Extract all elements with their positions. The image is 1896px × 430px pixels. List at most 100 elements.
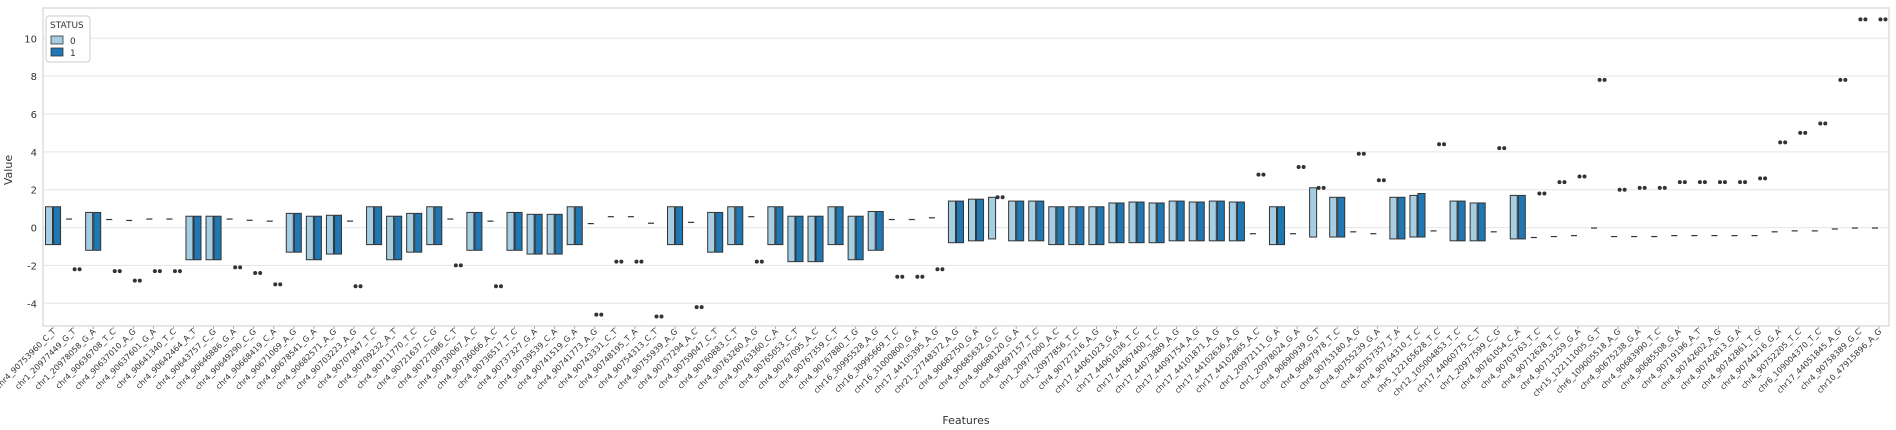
- box-series-1: [1036, 200, 1045, 242]
- box-series-0: [1309, 187, 1318, 238]
- outlier-point: [453, 263, 458, 268]
- outlier-point: [258, 271, 263, 275]
- outlier-point: [1622, 187, 1627, 192]
- box-series-1: [1196, 201, 1205, 242]
- box-series-1: [1517, 194, 1526, 240]
- box-series-0: [506, 211, 515, 251]
- outlier-point: [995, 195, 1000, 200]
- outlier-point: [1878, 17, 1883, 22]
- outlier-point: [278, 282, 283, 287]
- outlier-point: [1497, 146, 1502, 151]
- box-series-1: [514, 211, 523, 251]
- box-series-1: [955, 200, 964, 244]
- y-tick-label: 0: [31, 224, 37, 235]
- box-series-1: [1096, 206, 1105, 246]
- box-series-0: [707, 211, 716, 253]
- outlier-point: [599, 312, 604, 317]
- box-series-0: [827, 206, 836, 246]
- outlier-point: [1798, 130, 1803, 135]
- legend-swatch-0: [50, 35, 64, 45]
- outlier-point: [619, 259, 624, 264]
- box-series-0: [546, 213, 555, 255]
- outlier-point: [759, 259, 764, 264]
- outlier-point: [1758, 176, 1763, 181]
- box-series-1: [1176, 200, 1185, 242]
- box-series-0: [1028, 200, 1037, 242]
- box-series-0: [526, 213, 535, 255]
- outlier-point: [72, 267, 77, 272]
- outlier-point: [1642, 185, 1647, 190]
- outlier-point: [238, 265, 243, 270]
- box-series-0: [305, 215, 314, 261]
- box-series-1: [1397, 196, 1406, 240]
- box-series-0: [947, 200, 956, 244]
- outlier-point: [654, 314, 659, 319]
- box-series-0: [1228, 201, 1237, 242]
- box-series-0: [968, 198, 977, 242]
- outlier-point: [900, 274, 905, 279]
- box-series-0: [45, 206, 54, 246]
- y-tick-label: -4: [27, 299, 37, 310]
- x-axis-label: Features: [942, 414, 990, 427]
- box-series-0: [406, 212, 415, 253]
- box-series-0: [1108, 202, 1117, 244]
- outlier-point: [634, 259, 639, 264]
- outlier-point: [358, 284, 363, 289]
- gridlines: [43, 37, 1889, 304]
- box-series-0: [366, 206, 375, 246]
- box-series-1: [434, 206, 443, 246]
- box-series-1: [213, 215, 222, 261]
- box-series-0: [847, 215, 856, 261]
- outlier-point: [1677, 180, 1682, 185]
- box-series-0: [1088, 206, 1097, 246]
- box-series-0: [566, 206, 575, 246]
- outlier-point: [1702, 180, 1707, 185]
- outlier-point: [1843, 77, 1848, 82]
- box-series-0: [1048, 206, 1057, 246]
- outlier-point: [1682, 180, 1687, 185]
- outlier-point: [253, 271, 258, 275]
- outlier-point: [1356, 151, 1361, 156]
- outlier-point: [1316, 185, 1321, 190]
- y-tick-label: 2: [31, 186, 37, 197]
- outlier-point: [1763, 176, 1768, 181]
- box-series-1: [1016, 200, 1025, 242]
- outlier-point: [754, 259, 759, 264]
- outlier-point: [1818, 121, 1823, 126]
- legend: STATUS 0 1: [45, 15, 91, 63]
- box-series-0: [1208, 200, 1217, 242]
- box-series-1: [193, 215, 202, 261]
- outlier-point: [172, 269, 177, 274]
- box-series-1: [313, 215, 322, 261]
- box-series-0: [988, 196, 997, 240]
- box-series-1: [815, 215, 824, 263]
- outlier-point: [273, 282, 278, 287]
- outlier-point: [1442, 142, 1447, 147]
- outlier-point: [1376, 178, 1381, 183]
- legend-title: STATUS: [50, 21, 84, 31]
- box-series-1: [795, 215, 804, 263]
- x-axis-ticks: chr4_90753960_C_Tchr1_20977449_G_Tchr1_2…: [0, 326, 1883, 398]
- outlier-point: [1778, 140, 1783, 145]
- outlier-point: [1717, 180, 1722, 185]
- outlier-point: [1577, 174, 1582, 179]
- box-series-1: [374, 206, 383, 246]
- outlier-point: [920, 274, 925, 279]
- y-tick-label: 4: [31, 148, 37, 159]
- outlier-point: [1301, 165, 1306, 169]
- box-series-1: [855, 215, 864, 261]
- outlier-point: [1502, 146, 1507, 151]
- outlier-point: [1637, 185, 1642, 190]
- box-series-1: [1116, 202, 1125, 244]
- legend-label-0: 0: [70, 37, 76, 47]
- box-series-1: [1216, 200, 1225, 242]
- outlier-point: [157, 269, 162, 274]
- box-series-1: [1417, 193, 1426, 238]
- box-series-1: [394, 215, 403, 261]
- box-series-0: [727, 206, 736, 246]
- box-series-0: [1188, 201, 1197, 242]
- y-tick-label: 6: [31, 110, 37, 121]
- box-series-1: [1076, 206, 1085, 246]
- y-tick-label: 8: [31, 72, 37, 83]
- box-series-0: [1068, 206, 1077, 246]
